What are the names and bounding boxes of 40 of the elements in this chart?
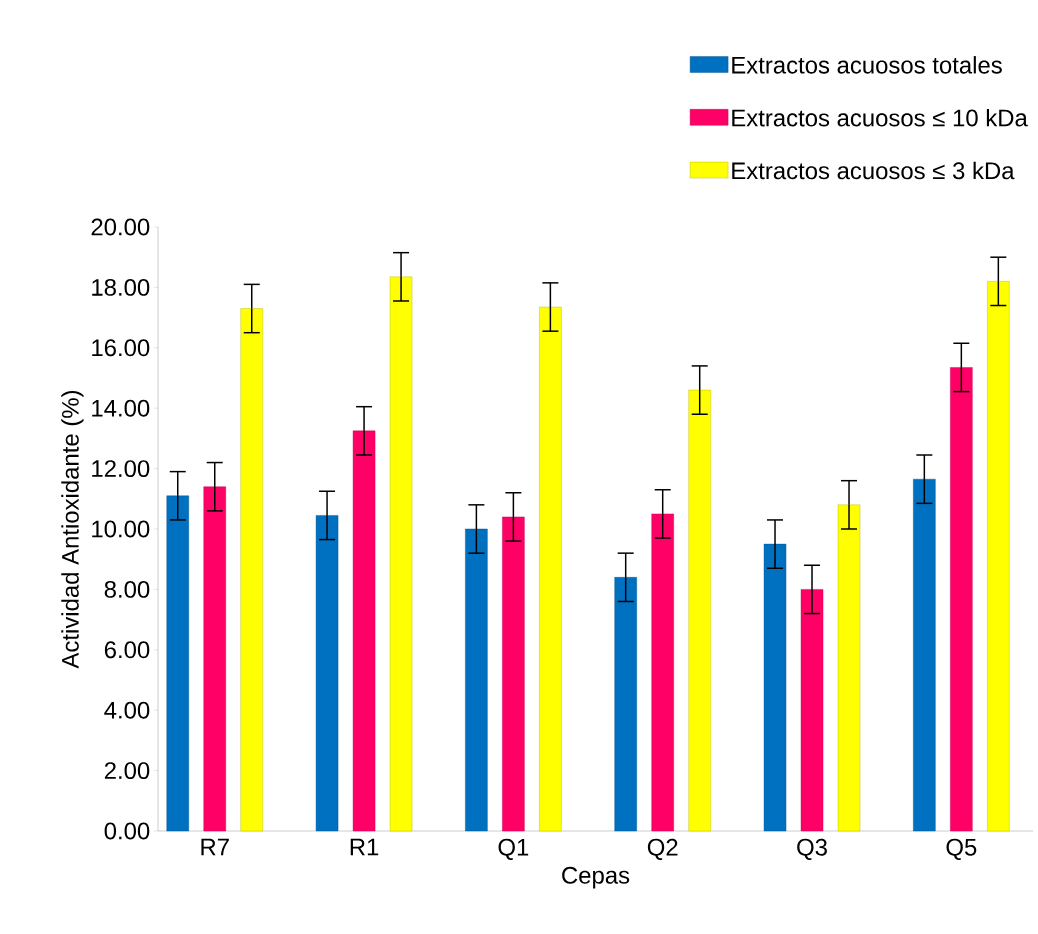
y-tick-label: 6.00 (104, 641, 150, 659)
bar (352, 430, 376, 832)
y-tick-label: 2.00 (104, 762, 150, 780)
bar (913, 478, 936, 832)
bar (539, 306, 562, 832)
bar (688, 389, 711, 832)
x-tick-label: Q2 (647, 838, 678, 860)
y-tick-label: 18.00 (92, 278, 150, 296)
legend-label: Extractos acuosos ≤ 3 kDa (732, 161, 1015, 180)
bar (837, 504, 861, 832)
legend-label: Extractos acuosos totales (732, 56, 1002, 74)
x-tick-label: Q5 (946, 838, 977, 860)
bar (651, 513, 674, 832)
x-tick-label: Q3 (797, 838, 827, 860)
bar (800, 589, 824, 832)
bar (502, 516, 525, 832)
x-tick-label: Q1 (498, 838, 529, 860)
y-tick-label: 8.00 (104, 580, 150, 598)
bar (203, 486, 226, 832)
y-tick-label: 16.00 (92, 339, 150, 357)
bar (315, 515, 339, 832)
x-tick-label: R7 (201, 838, 229, 856)
y-tick-label: 10.00 (92, 520, 150, 538)
y-tick-label: 0.00 (104, 822, 150, 840)
bar (950, 367, 973, 832)
bar (614, 577, 637, 832)
y-tick-label: 12.00 (92, 460, 150, 478)
bar (389, 276, 413, 832)
y-tick-label: 4.00 (104, 701, 150, 719)
bar (166, 495, 189, 832)
x-tick-label: R1 (350, 838, 379, 856)
y-tick-label: 14.00 (92, 399, 150, 417)
bar (987, 281, 1010, 832)
bar (465, 528, 488, 832)
bar (763, 543, 787, 832)
y-tick-label: 20.00 (91, 218, 150, 236)
bar (240, 308, 263, 832)
legend-label: Extractos acuosos ≤ 10 kDa (732, 108, 1028, 127)
y-axis-title: Actividad Antioxidante (%) (61, 390, 84, 669)
x-axis-title: Cepas (562, 866, 630, 889)
